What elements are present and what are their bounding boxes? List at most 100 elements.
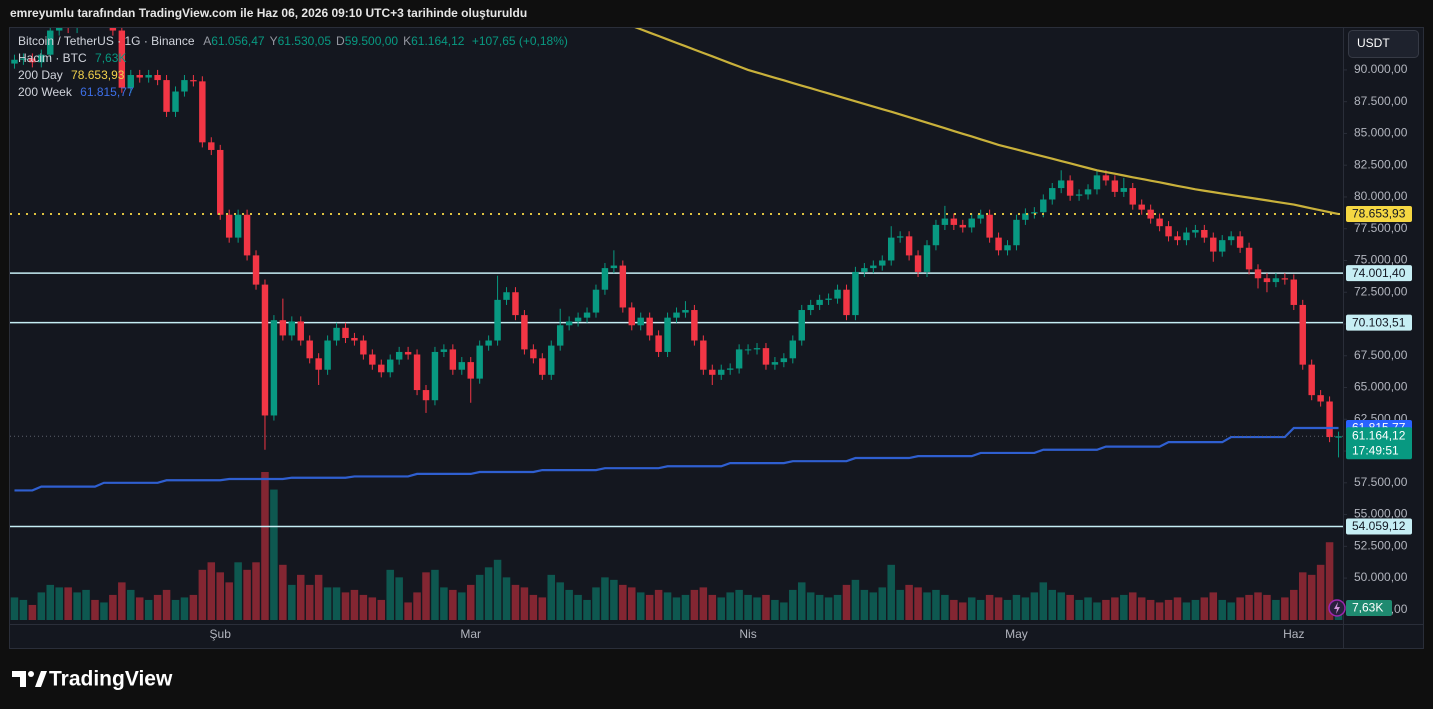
candle-body	[422, 390, 430, 401]
volume-bar	[64, 587, 72, 620]
volume-badge: 7,63K	[1352, 601, 1383, 615]
candle-body	[1040, 199, 1047, 213]
volume-bar	[538, 597, 547, 620]
volume-bar	[198, 569, 207, 620]
candle-body	[762, 348, 770, 365]
volume-bar	[225, 582, 233, 620]
volume-bar	[404, 602, 412, 620]
y-tick-label: 52.500,00	[1354, 538, 1408, 552]
volume-bar	[73, 592, 81, 620]
volume-bar	[860, 589, 869, 620]
volume-bar	[1272, 599, 1280, 620]
volume-bar	[842, 584, 851, 620]
volume-bar	[422, 572, 430, 620]
ma-name: 200 Day	[18, 68, 63, 82]
price-line-badge-bg	[1346, 518, 1412, 535]
candle-body	[386, 359, 394, 373]
candle-body	[932, 224, 940, 246]
y-tick-label: 67.500,00	[1354, 348, 1408, 362]
volume-bar	[431, 569, 439, 620]
volume-bar	[1290, 589, 1298, 620]
volume-bar	[511, 584, 520, 620]
candle-body	[1183, 232, 1190, 241]
volume-bar	[636, 592, 645, 620]
candle-body	[1004, 245, 1011, 251]
volume-bar	[1003, 599, 1012, 620]
volume-bar	[395, 577, 403, 620]
candle-body	[753, 348, 761, 350]
volume-bar	[771, 599, 779, 620]
currency-label[interactable]: USDT	[1357, 36, 1390, 50]
candle-body	[735, 349, 743, 369]
last-price-badge-bg	[1346, 427, 1412, 460]
volume-bar	[1066, 594, 1074, 620]
candle-body	[360, 340, 367, 355]
candle-body	[986, 214, 993, 238]
ma-value: 78.653,93	[71, 68, 125, 82]
candle-body	[1075, 194, 1083, 196]
y-tick-label: 55.000,00	[1354, 507, 1408, 521]
symbol: Bitcoin / TetherUS · 1G · Binance	[18, 34, 195, 48]
volume-bar	[824, 597, 833, 620]
candle-body	[548, 345, 555, 375]
volume-bar	[1281, 597, 1289, 620]
candle-body	[843, 289, 850, 316]
volume-bar	[296, 574, 305, 620]
candle-body	[637, 317, 644, 326]
moving-average	[634, 28, 1339, 216]
volume-bar	[91, 599, 99, 620]
candle-body	[55, 28, 63, 31]
candle-body	[413, 354, 421, 391]
ma-day-badge: 78.653,93	[1352, 207, 1406, 221]
candle-body	[628, 307, 635, 326]
candle-body	[1326, 401, 1333, 438]
volume-bar	[744, 594, 752, 620]
candle-body	[369, 354, 376, 365]
volume-bar	[171, 599, 180, 620]
candle-body	[351, 337, 358, 341]
volume-bar	[323, 587, 332, 620]
volume-bar	[359, 594, 368, 620]
candle-body	[181, 80, 188, 92]
volume-name: Hacim · BTC	[18, 51, 87, 65]
candle-body	[1245, 247, 1253, 270]
volume-bar	[118, 582, 126, 620]
ohlc-value: 61.530,05	[278, 34, 332, 48]
candle-body	[601, 268, 609, 290]
y-tick-label: 50.000,00	[1354, 570, 1408, 584]
volume-bar	[350, 589, 359, 620]
volume-bar	[144, 599, 153, 620]
candle-body	[780, 358, 788, 363]
candle-body	[11, 59, 18, 64]
candle-body	[592, 289, 600, 313]
volume-bar	[672, 597, 681, 620]
volume-bar	[100, 602, 108, 620]
y-tick-label: 72.500,00	[1354, 284, 1408, 298]
volume-bar	[762, 594, 770, 620]
candle-body	[1031, 212, 1038, 214]
caption: emreyumlu tarafından TradingView.com ile…	[10, 6, 527, 20]
volume-bar	[887, 564, 895, 620]
candle-body	[431, 351, 439, 401]
volume-bar	[1120, 594, 1128, 620]
candle-body	[521, 315, 528, 350]
x-tick-label: May	[1005, 627, 1028, 641]
volume-bar	[1048, 589, 1057, 620]
volume-bar	[135, 597, 144, 620]
volume-bar	[726, 592, 734, 620]
volume-bar	[896, 589, 904, 620]
candle-body	[905, 236, 913, 256]
countdown: 17:49:51	[1352, 443, 1399, 457]
candle-body	[208, 142, 215, 150]
volume-bar	[789, 589, 797, 620]
price-line-badge: 74.001,40	[1352, 266, 1406, 280]
volume-bar	[1093, 602, 1101, 620]
x-tick-label: Haz	[1283, 627, 1304, 641]
volume-bar	[341, 592, 350, 620]
candle-body	[771, 362, 779, 365]
volume-bar	[1254, 592, 1262, 620]
volume-bar	[780, 602, 788, 620]
volume-bar	[905, 584, 913, 620]
candle-body	[789, 340, 797, 359]
currency-button[interactable]	[1348, 30, 1419, 58]
